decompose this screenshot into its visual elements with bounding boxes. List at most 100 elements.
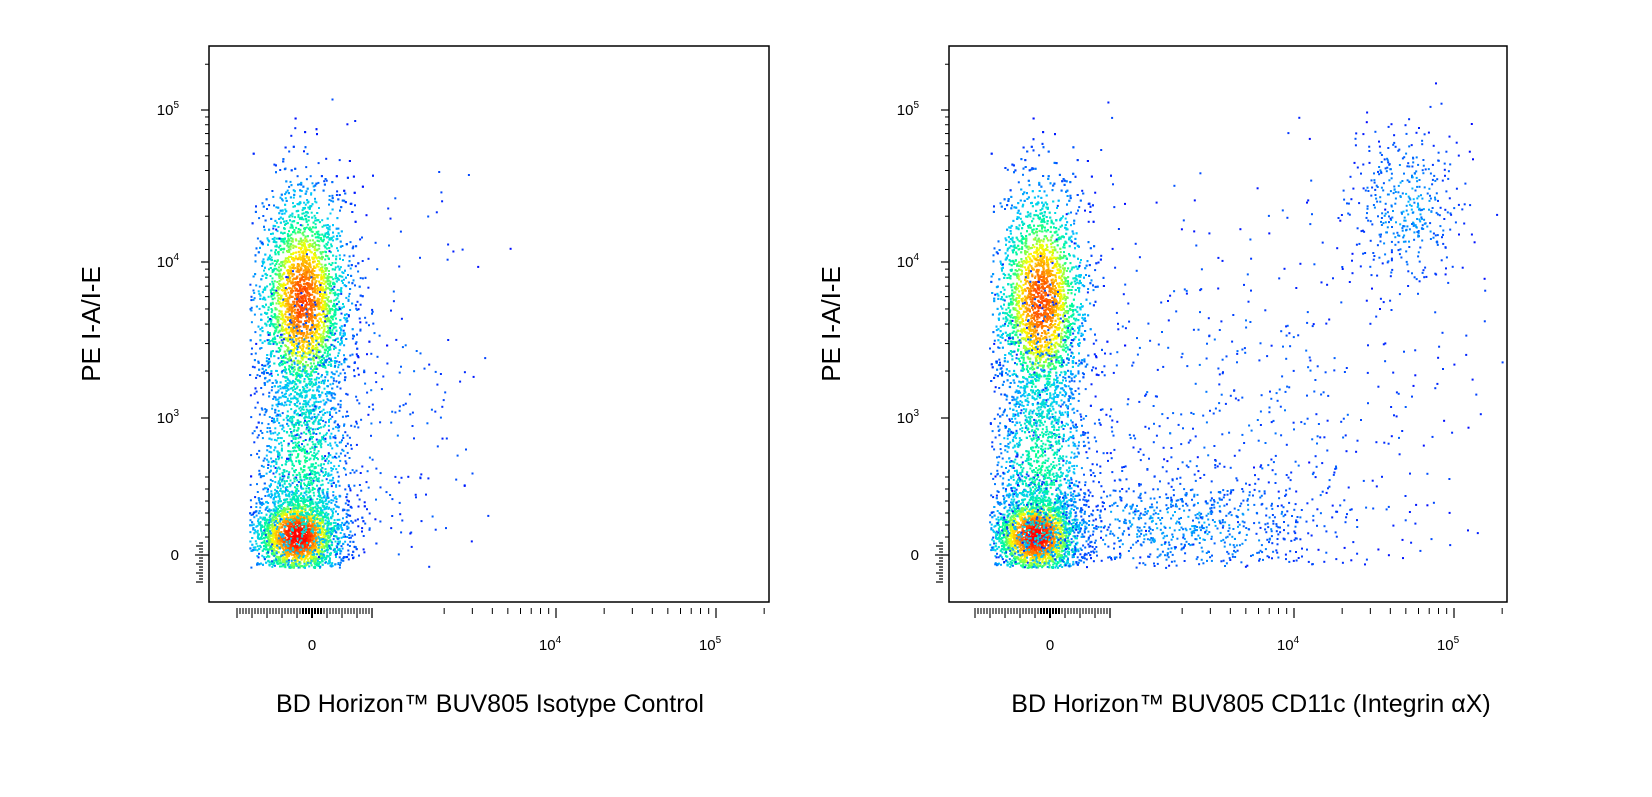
- data-point: [272, 323, 275, 326]
- data-point: [287, 310, 290, 313]
- data-point: [305, 246, 308, 249]
- data-point: [308, 261, 311, 264]
- data-point: [303, 227, 305, 230]
- data-point: [347, 298, 350, 301]
- data-point: [292, 189, 295, 192]
- data-point: [257, 421, 260, 424]
- data-point: [306, 284, 309, 287]
- data-point: [286, 350, 289, 353]
- data-point: [273, 297, 276, 300]
- data-point: [251, 347, 253, 350]
- data-point: [328, 361, 331, 364]
- data-point: [313, 290, 315, 293]
- data-point: [293, 193, 296, 196]
- data-point: [368, 340, 371, 343]
- data-point: [263, 225, 265, 228]
- data-point: [314, 197, 316, 200]
- data-point: [255, 376, 258, 379]
- data-point: [328, 238, 331, 241]
- data-point: [277, 325, 280, 328]
- data-point: [285, 300, 288, 302]
- data-point: [290, 312, 293, 315]
- data-point: [295, 251, 298, 254]
- data-point: [285, 385, 288, 387]
- data-point: [346, 319, 349, 322]
- data-point: [280, 565, 283, 568]
- data-point: [326, 226, 329, 229]
- data-point: [293, 323, 296, 325]
- data-point: [273, 331, 276, 334]
- data-point: [289, 180, 292, 183]
- data-point: [316, 133, 318, 136]
- data-point: [320, 326, 323, 329]
- data-point: [297, 264, 300, 267]
- data-point: [280, 283, 283, 286]
- data-point: [332, 436, 335, 439]
- data-point: [249, 374, 252, 376]
- data-point: [313, 299, 316, 302]
- data-point: [317, 265, 320, 268]
- data-point: [253, 359, 256, 362]
- data-point: [277, 403, 280, 405]
- data-point: [277, 273, 280, 276]
- data-point: [336, 247, 338, 250]
- data-point: [278, 330, 281, 333]
- data-point: [271, 271, 274, 274]
- data-point: [280, 318, 283, 320]
- data-point: [324, 232, 327, 235]
- data-point: [320, 336, 323, 339]
- data-point: [359, 277, 362, 280]
- data-point: [297, 422, 300, 425]
- data-point: [291, 306, 294, 309]
- data-point: [314, 365, 317, 368]
- data-point: [312, 358, 314, 361]
- data-point: [348, 365, 351, 368]
- data-point: [310, 192, 313, 195]
- data-point: [297, 337, 300, 340]
- data-point: [288, 230, 290, 233]
- data-point: [357, 355, 359, 358]
- data-point: [280, 278, 283, 281]
- data-point: [303, 201, 306, 204]
- data-point: [301, 224, 304, 227]
- data-point: [305, 370, 308, 373]
- data-point: [301, 258, 304, 261]
- data-point: [301, 363, 304, 366]
- data-point: [298, 217, 301, 220]
- data-point: [303, 390, 306, 393]
- data-point: [312, 338, 315, 341]
- data-point: [318, 247, 321, 250]
- data-point: [334, 261, 337, 264]
- data-point: [296, 332, 299, 335]
- data-point: [259, 328, 262, 331]
- data-point: [310, 308, 312, 311]
- data-point: [303, 269, 306, 272]
- data-point: [267, 239, 270, 242]
- data-point: [282, 354, 285, 357]
- data-point: [331, 181, 334, 184]
- data-point: [261, 367, 264, 370]
- data-point: [328, 225, 331, 228]
- data-point: [318, 336, 321, 339]
- data-point: [299, 189, 302, 192]
- data-point: [284, 401, 287, 404]
- data-point: [269, 333, 272, 336]
- data-point: [304, 320, 307, 323]
- data-point: [271, 382, 274, 384]
- data-point: [302, 218, 305, 221]
- data-point: [326, 243, 329, 246]
- data-point: [347, 295, 350, 298]
- data-point: [266, 363, 269, 366]
- data-point: [307, 389, 310, 392]
- data-point: [288, 306, 291, 309]
- data-point: [281, 328, 283, 331]
- data-point: [261, 265, 264, 267]
- data-point: [271, 298, 274, 301]
- data-point: [267, 360, 270, 363]
- data-point: [315, 219, 318, 222]
- data-point: [300, 315, 303, 318]
- data-point: [270, 320, 273, 322]
- data-point: [267, 308, 270, 311]
- data-point: [296, 203, 299, 205]
- data-point: [261, 243, 264, 246]
